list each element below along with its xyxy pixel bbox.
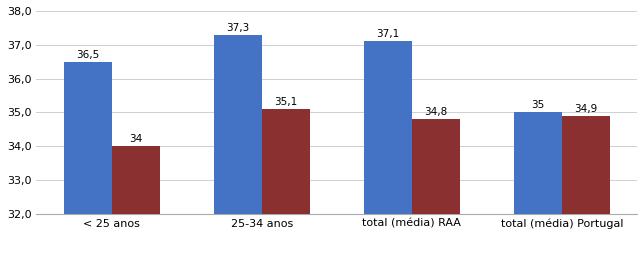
Bar: [261, 109, 310, 274]
Text: 37,3: 37,3: [226, 22, 249, 33]
Bar: [364, 41, 412, 274]
Bar: [214, 35, 261, 274]
Bar: [412, 119, 460, 274]
Text: 35,1: 35,1: [274, 97, 298, 107]
Text: 34: 34: [129, 134, 142, 144]
Bar: [514, 112, 562, 274]
Bar: [111, 146, 160, 274]
Text: 36,5: 36,5: [76, 50, 99, 60]
Text: 37,1: 37,1: [376, 29, 399, 39]
Bar: [562, 116, 610, 274]
Text: 34,8: 34,8: [424, 107, 448, 117]
Text: 34,9: 34,9: [574, 104, 598, 114]
Text: 35: 35: [531, 100, 544, 110]
Bar: [64, 62, 111, 274]
